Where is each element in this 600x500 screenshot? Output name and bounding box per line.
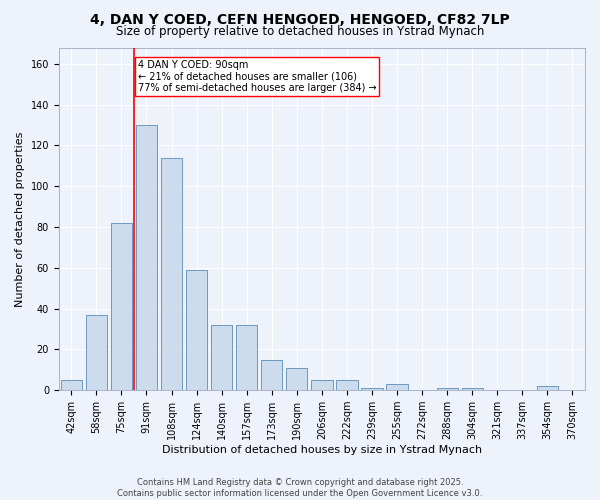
Bar <box>386 384 408 390</box>
Bar <box>61 380 82 390</box>
Bar <box>461 388 483 390</box>
Bar <box>311 380 332 390</box>
Text: Contains HM Land Registry data © Crown copyright and database right 2025.
Contai: Contains HM Land Registry data © Crown c… <box>118 478 482 498</box>
Y-axis label: Number of detached properties: Number of detached properties <box>15 131 25 306</box>
Text: 4, DAN Y COED, CEFN HENGOED, HENGOED, CF82 7LP: 4, DAN Y COED, CEFN HENGOED, HENGOED, CF… <box>90 12 510 26</box>
X-axis label: Distribution of detached houses by size in Ystrad Mynach: Distribution of detached houses by size … <box>162 445 482 455</box>
Text: 4 DAN Y COED: 90sqm
← 21% of detached houses are smaller (106)
77% of semi-detac: 4 DAN Y COED: 90sqm ← 21% of detached ho… <box>138 60 376 93</box>
Bar <box>361 388 383 390</box>
Bar <box>336 380 358 390</box>
Bar <box>286 368 307 390</box>
Bar <box>86 314 107 390</box>
Bar <box>236 325 257 390</box>
Bar <box>186 270 207 390</box>
Bar <box>161 158 182 390</box>
Bar <box>261 360 283 390</box>
Bar <box>437 388 458 390</box>
Bar <box>111 223 132 390</box>
Bar <box>136 125 157 390</box>
Bar <box>211 325 232 390</box>
Text: Size of property relative to detached houses in Ystrad Mynach: Size of property relative to detached ho… <box>116 25 484 38</box>
Bar <box>537 386 558 390</box>
